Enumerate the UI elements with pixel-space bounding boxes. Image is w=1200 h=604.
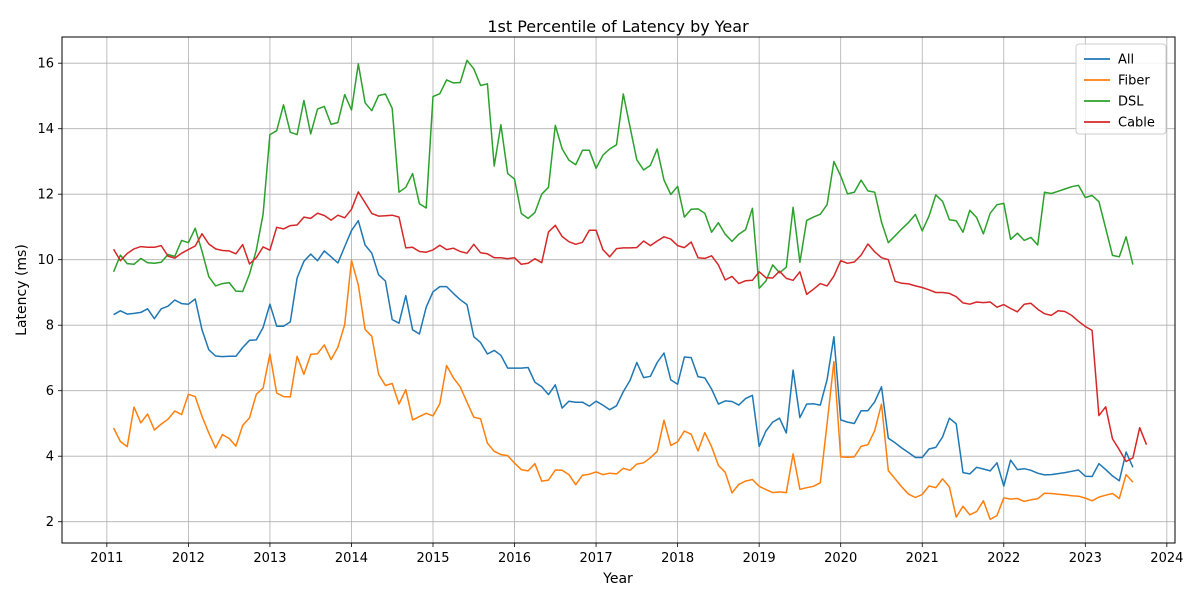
chart-title: 1st Percentile of Latency by Year: [487, 17, 749, 36]
legend-label: All: [1118, 53, 1134, 68]
y-axis-label: Latency (ms): [14, 244, 30, 336]
x-tick-label: 2024: [1150, 551, 1183, 566]
x-axis-ticks: 2011 2012 2013 2014 2015 2016 2017 2018 2019 2020…: [90, 543, 1183, 566]
plot-area-frame: [61, 36, 1176, 544]
plot-series: [112, 59, 1148, 521]
x-tick-label: 2023: [1069, 551, 1102, 566]
legend-label: DSL: [1118, 95, 1144, 110]
x-tick-label: 2014: [335, 551, 368, 566]
x-tick-label: 2017: [580, 551, 613, 566]
legend-label: Fiber: [1118, 74, 1150, 89]
x-tick-label: 2016: [498, 551, 531, 566]
y-tick-label: 14: [37, 122, 54, 137]
x-tick-label: 2020: [824, 551, 857, 566]
x-tick-label: 2012: [172, 551, 205, 566]
series-line-dsl: [112, 59, 1134, 293]
y-tick-label: 8: [46, 319, 54, 334]
gridlines: [62, 37, 1175, 543]
legend-box: [1075, 43, 1167, 135]
x-tick-label: 2018: [661, 551, 694, 566]
x-tick-label: 2015: [416, 551, 449, 566]
y-tick-label: 4: [46, 450, 54, 465]
y-tick-label: 12: [37, 188, 54, 203]
y-axis-ticks: 2 4 6 8 10 12 14 16: [37, 57, 62, 530]
x-tick-label: 2011: [90, 551, 123, 566]
x-tick-label: 2013: [253, 551, 286, 566]
legend: All Fiber DSL Cable: [1075, 43, 1167, 135]
x-tick-label: 2019: [743, 551, 776, 566]
series-line-all: [113, 219, 1134, 487]
series-line-cable: [112, 191, 1148, 463]
y-tick-label: 6: [46, 384, 54, 399]
y-tick-label: 16: [37, 57, 54, 72]
y-tick-label: 2: [46, 515, 54, 530]
series-line-fiber: [112, 259, 1134, 521]
x-axis-label: Year: [602, 571, 633, 587]
y-tick-label: 10: [37, 253, 54, 268]
legend-label: Cable: [1118, 116, 1155, 131]
x-tick-label: 2021: [906, 551, 939, 566]
x-tick-label: 2022: [987, 551, 1020, 566]
